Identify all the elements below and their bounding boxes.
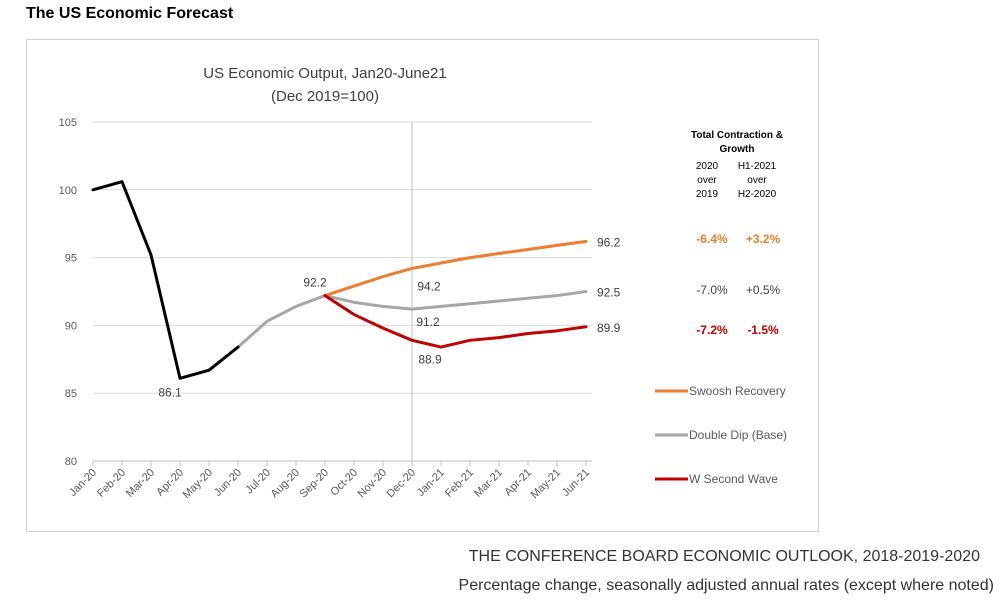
y-tick-label: 85 <box>65 388 77 400</box>
page-title: The US Economic Forecast <box>26 5 234 22</box>
series-line-swoosh <box>323 239 588 298</box>
table-value: +3.2% <box>746 232 781 246</box>
x-tick-label: Mar-20 <box>124 467 157 500</box>
y-tick-label: 90 <box>65 320 77 332</box>
table-value: -7.2% <box>696 323 728 337</box>
series-line-base_bridge <box>236 294 327 349</box>
x-tick-label: May-21 <box>529 467 563 501</box>
data-label: 86.1 <box>158 385 182 399</box>
y-tick-label: 105 <box>59 117 77 129</box>
legend-label-base: Double Dip (Base) <box>689 428 787 442</box>
x-tick-label: Jan-21 <box>415 467 447 499</box>
table-title: Growth <box>720 144 755 155</box>
x-tick-label: Jun-21 <box>560 467 592 499</box>
x-tick-label: Jan-20 <box>67 467 99 499</box>
table-col-header: over <box>697 175 717 186</box>
data-label: 92.2 <box>303 276 327 290</box>
x-tick-label: Dec-20 <box>385 467 419 501</box>
data-label: 91.2 <box>416 315 440 329</box>
data-label: 92.5 <box>597 286 621 300</box>
table-value: -7.0% <box>696 283 728 297</box>
y-tick-label: 95 <box>65 253 77 265</box>
table-value: +0.5% <box>746 283 781 297</box>
table-col-header: 2020 <box>696 161 719 172</box>
x-tick-label: Aug-20 <box>269 467 303 501</box>
x-tick-label: Sep-20 <box>298 467 332 501</box>
x-tick-label: Feb-21 <box>443 467 476 500</box>
y-tick-label: 100 <box>59 185 77 197</box>
x-tick-label: Jun-20 <box>212 467 244 499</box>
x-tick-label: Feb-20 <box>95 467 128 500</box>
table-col-header: H2-2020 <box>738 189 777 200</box>
footer-note: Percentage change, seasonally adjusted a… <box>458 577 994 594</box>
chart-subtitle: (Dec 2019=100) <box>271 88 379 105</box>
y-tick-label: 80 <box>65 456 77 468</box>
series-line-w <box>323 294 588 349</box>
x-tick-label: May-20 <box>181 467 215 501</box>
table-value: -6.4% <box>696 232 728 246</box>
table-col-header: 2019 <box>696 189 719 200</box>
legend-label-w: W Second Wave <box>689 472 778 486</box>
footer-source: THE CONFERENCE BOARD ECONOMIC OUTLOOK, 2… <box>468 548 980 565</box>
data-label: 88.9 <box>418 352 442 366</box>
data-label: 96.2 <box>597 235 621 249</box>
x-tick-label: Oct-20 <box>328 467 360 499</box>
series-line-actual <box>91 180 240 380</box>
table-col-header: H1-2021 <box>738 161 777 172</box>
table-col-header: over <box>747 175 767 186</box>
series-line-base <box>323 290 588 311</box>
data-label: 94.2 <box>417 279 441 293</box>
x-tick-label: Nov-20 <box>356 467 390 501</box>
legend-label-swoosh: Swoosh Recovery <box>689 384 786 398</box>
data-label: 89.9 <box>597 321 621 335</box>
chart-title: US Economic Output, Jan20-June21 <box>203 65 446 82</box>
x-tick-label: Mar-21 <box>472 467 505 500</box>
table-value: -1.5% <box>747 323 779 337</box>
table-title: Total Contraction & <box>691 130 783 141</box>
